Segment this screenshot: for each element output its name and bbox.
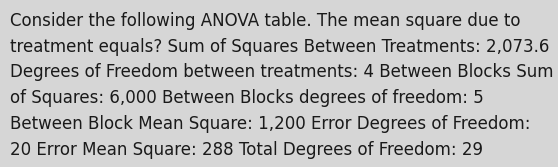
Text: Consider the following ANOVA table. The mean square due to: Consider the following ANOVA table. The … [10, 12, 521, 30]
Text: Between Block Mean Square: 1,200 Error Degrees of Freedom:: Between Block Mean Square: 1,200 Error D… [10, 115, 531, 133]
Text: of Squares: 6,000 Between Blocks degrees of freedom: 5: of Squares: 6,000 Between Blocks degrees… [10, 89, 484, 107]
Text: 20 Error Mean Square: 288 Total Degrees of Freedom: 29: 20 Error Mean Square: 288 Total Degrees … [10, 141, 483, 159]
Text: Degrees of Freedom between treatments: 4 Between Blocks Sum: Degrees of Freedom between treatments: 4… [10, 63, 554, 81]
Text: treatment equals? Sum of Squares Between Treatments: 2,073.6: treatment equals? Sum of Squares Between… [10, 38, 550, 56]
